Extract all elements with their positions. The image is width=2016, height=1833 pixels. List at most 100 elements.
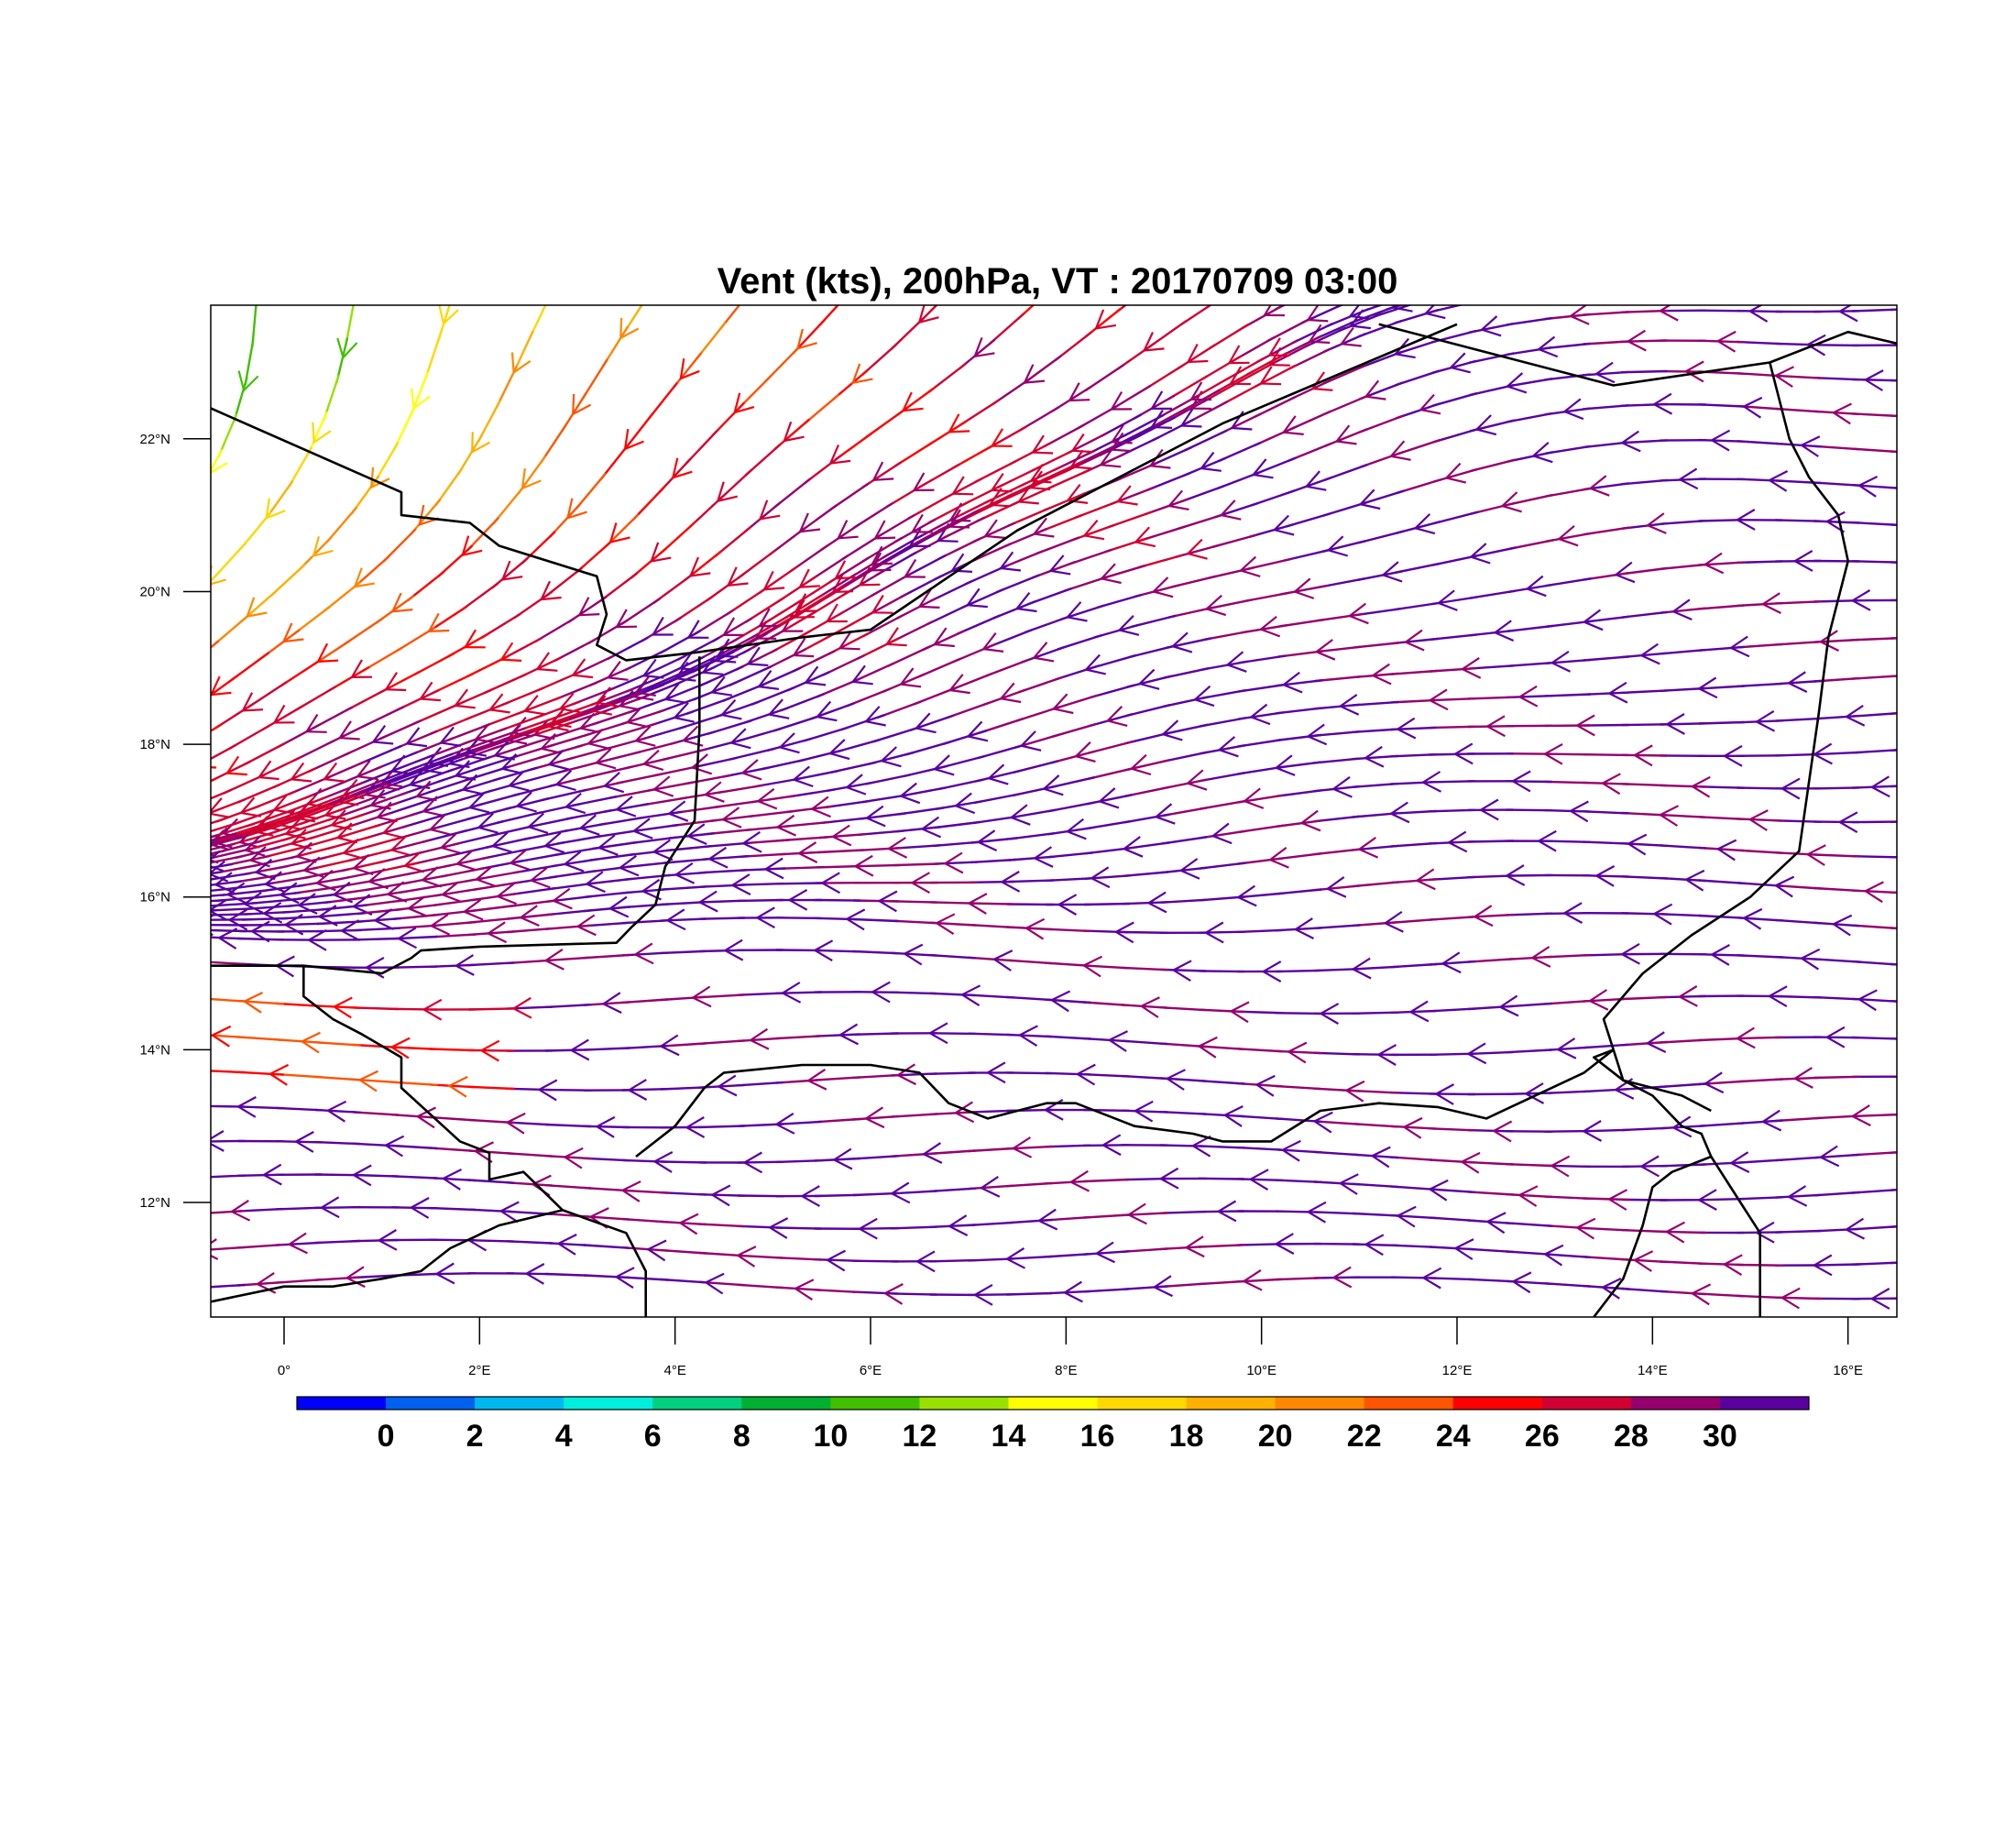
- streamline-segment: [323, 375, 340, 421]
- streamline-segment: [929, 580, 973, 602]
- country-border-line: [211, 1209, 564, 1303]
- streamline-chevron: [312, 422, 332, 445]
- streamline-chevron: [1069, 449, 1092, 470]
- streamline-segment: [429, 1176, 477, 1182]
- streamline-chevron: [1690, 775, 1711, 798]
- streamline-chevron: [1683, 360, 1704, 383]
- streamline-chevron: [838, 1023, 860, 1046]
- streamline-segment: [409, 752, 454, 771]
- streamline-chevron: [522, 695, 545, 716]
- streamline-chevron: [1358, 488, 1381, 510]
- streamline-chevron: [1393, 337, 1416, 359]
- streamline-segment: [1349, 306, 1395, 324]
- streamline-segment: [211, 570, 222, 583]
- streamline-segment: [1851, 412, 1897, 418]
- streamline-chevron: [1600, 1278, 1622, 1300]
- streamline-chevron: [1780, 777, 1801, 800]
- streamline-segment: [211, 675, 238, 697]
- streamline-chevron: [415, 1106, 436, 1129]
- streamline-chevron: [1167, 489, 1189, 510]
- streamline-chevron: [257, 760, 279, 781]
- streamline-chevron: [1009, 804, 1031, 826]
- streamline-chevron: [652, 775, 674, 797]
- streamline-segment: [1044, 1035, 1092, 1040]
- streamline-chevron: [1129, 753, 1152, 776]
- streamline-chevron: [1581, 1120, 1603, 1142]
- streamline-chevron: [242, 892, 264, 914]
- streamline-chevron: [539, 733, 562, 754]
- streamline-chevron: [1403, 629, 1425, 652]
- streamline-chevron: [914, 712, 937, 734]
- streamline-chevron: [575, 914, 597, 937]
- streamline-chevron: [1219, 499, 1242, 521]
- streamline-chevron: [608, 895, 630, 918]
- streamline-chevron: [793, 1279, 815, 1301]
- streamline-segment: [1621, 566, 1669, 576]
- streamline-chevron: [1542, 1244, 1564, 1267]
- streamline-chevron: [1152, 1275, 1173, 1298]
- plot-frame: [210, 304, 1898, 1318]
- streamline-segment: [1890, 820, 1897, 823]
- streamline-chevron: [631, 818, 653, 840]
- streamline-segment: [1890, 785, 1897, 788]
- streamline-segment: [1890, 712, 1897, 715]
- streamline-segment: [1890, 450, 1897, 454]
- streamline-segment: [999, 550, 1044, 570]
- streamline-chevron: [257, 810, 280, 831]
- colorbar-label: 0: [378, 1419, 395, 1454]
- streamline-chevron: [927, 1022, 948, 1045]
- streamline-segment: [1890, 486, 1897, 489]
- streamline-segment: [1208, 324, 1250, 350]
- streamline-chevron: [757, 670, 780, 690]
- streamline-segment: [988, 313, 1024, 346]
- streamline-chevron: [1421, 1267, 1442, 1290]
- streamline-chevron: [625, 707, 648, 728]
- streamline-chevron: [1658, 305, 1679, 322]
- streamline-chevron: [211, 453, 228, 474]
- streamline-chevron: [1436, 589, 1458, 611]
- streamline-chevron: [1436, 283, 1455, 302]
- streamline-chevron: [704, 1272, 725, 1295]
- streamline-chevron: [1306, 1201, 1327, 1224]
- streamline-chevron: [1197, 1036, 1218, 1059]
- streamline-segment: [1313, 884, 1361, 892]
- streamline-segment: [937, 537, 981, 560]
- colorbar-swatch: [1097, 1397, 1187, 1410]
- streamline-chevron: [1568, 800, 1589, 823]
- streamline-chevron: [864, 805, 886, 828]
- streamline-chevron: [652, 839, 674, 862]
- streamline-chevron: [1306, 723, 1328, 746]
- streamline-chevron: [1626, 329, 1647, 352]
- streamline-segment: [1049, 750, 1096, 764]
- streamline-chevron: [211, 565, 226, 586]
- streamline-chevron: [377, 1229, 398, 1251]
- streamline-chevron: [1478, 798, 1499, 821]
- streamline-segment: [1447, 263, 1491, 272]
- streamline-chevron: [1588, 475, 1610, 497]
- country-border-line: [1710, 1156, 1761, 1317]
- streamline-chevron: [1690, 1283, 1712, 1306]
- country-border-line: [211, 656, 701, 975]
- lon-tick-label: 6°E: [860, 1363, 882, 1378]
- streamline-chevron: [1857, 476, 1879, 498]
- streamline-chevron: [381, 818, 404, 839]
- streamline-chevron: [1259, 366, 1282, 386]
- streamline-segment: [1470, 501, 1517, 515]
- streamline-chevron: [389, 754, 412, 775]
- streamline-chevron: [932, 627, 955, 648]
- streamline-chevron: [1805, 334, 1826, 357]
- streamline-segment: [1851, 889, 1897, 895]
- streamline-chevron: [775, 814, 796, 837]
- streamline-chevron: [211, 899, 228, 921]
- streamline-chevron: [1261, 960, 1282, 982]
- streamline-chevron: [1466, 1042, 1487, 1065]
- streamline-chevron: [825, 1249, 847, 1272]
- streamline-segment: [309, 858, 356, 871]
- streamline-chevron: [402, 851, 425, 873]
- streamline-chevron: [353, 567, 375, 588]
- streamline-chevron: [1850, 589, 1871, 611]
- streamline-chevron: [1767, 470, 1789, 492]
- streamline-chevron: [1497, 994, 1519, 1017]
- streamline-chevron: [1184, 1235, 1205, 1258]
- streamline-chevron: [1099, 563, 1122, 585]
